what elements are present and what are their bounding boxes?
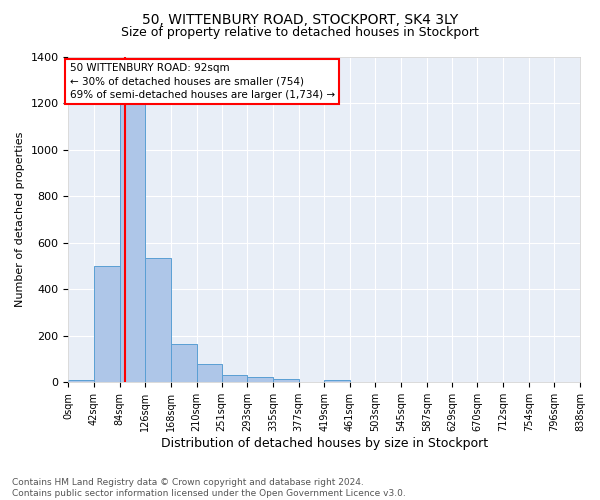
Bar [145,258,171,382]
Text: Size of property relative to detached houses in Stockport: Size of property relative to detached ho… [121,26,479,39]
Bar [171,344,197,383]
Bar [94,266,119,382]
Bar [273,379,299,382]
Bar [119,94,145,383]
Bar [197,364,221,382]
Text: 50, WITTENBURY ROAD, STOCKPORT, SK4 3LY: 50, WITTENBURY ROAD, STOCKPORT, SK4 3LY [142,12,458,26]
Text: 50 WITTENBURY ROAD: 92sqm
← 30% of detached houses are smaller (754)
69% of semi: 50 WITTENBURY ROAD: 92sqm ← 30% of detac… [70,64,335,100]
X-axis label: Distribution of detached houses by size in Stockport: Distribution of detached houses by size … [161,437,488,450]
Y-axis label: Number of detached properties: Number of detached properties [15,132,25,307]
Text: Contains HM Land Registry data © Crown copyright and database right 2024.
Contai: Contains HM Land Registry data © Crown c… [12,478,406,498]
Bar [324,380,350,382]
Bar [221,376,247,382]
Bar [68,380,94,382]
Bar [247,377,273,382]
